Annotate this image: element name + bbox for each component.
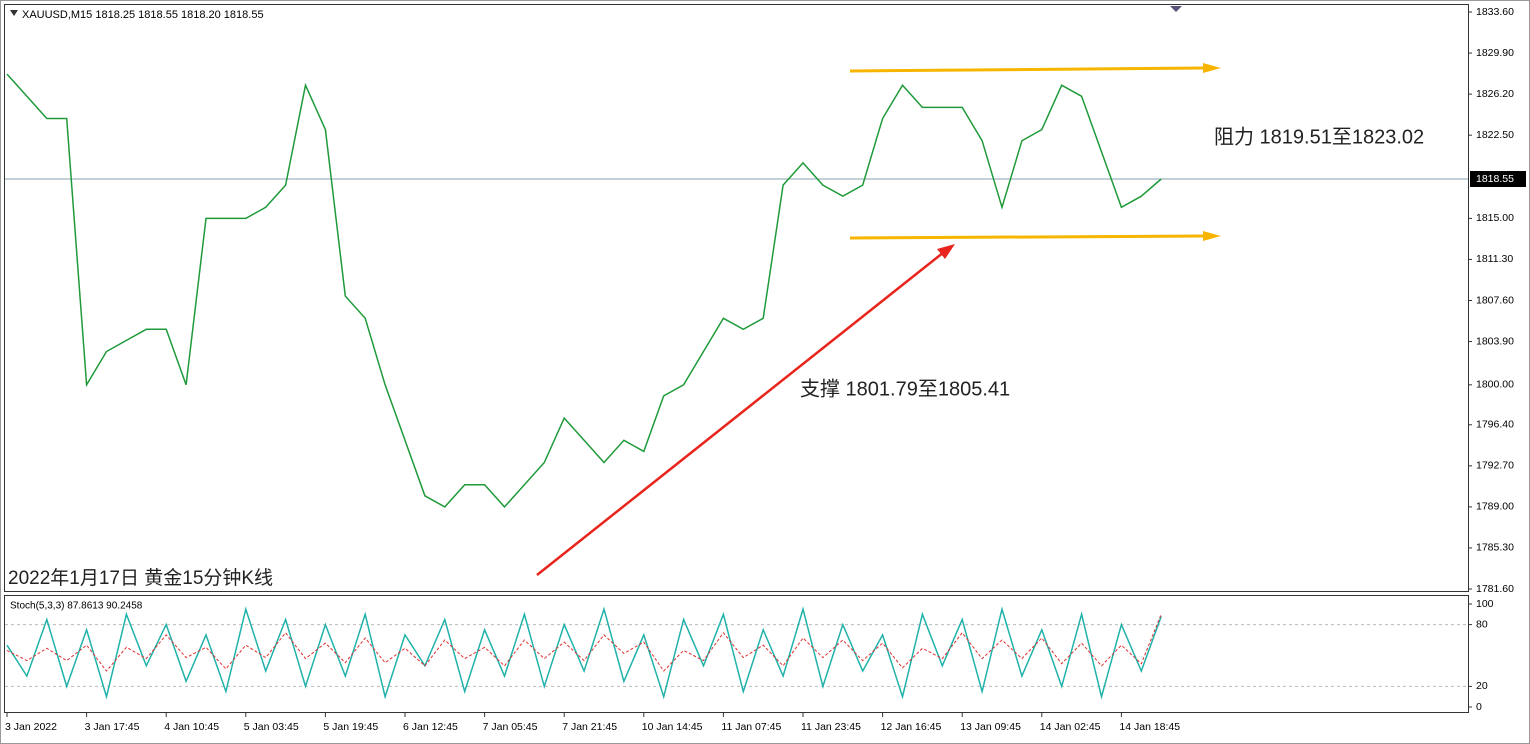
y-tick-label: 1826.20 [1476, 88, 1514, 100]
y-tick-label: 1829.90 [1476, 47, 1514, 59]
stoch-panel [4, 595, 1469, 713]
x-tick-label: 5 Jan 03:45 [244, 721, 299, 733]
menu-marker [10, 10, 18, 16]
y-tick-label: 1792.70 [1476, 460, 1514, 472]
arrow-head [1203, 231, 1221, 241]
y-tick-label: 0 [1476, 701, 1482, 713]
stoch-line [6, 614, 1162, 672]
x-tick-label: 14 Jan 18:45 [1119, 721, 1180, 733]
trend-arrow [536, 244, 955, 576]
shift-marker [1170, 6, 1182, 12]
last-price-label: 1818.55 [1476, 173, 1514, 185]
x-tick-label: 7 Jan 05:45 [483, 721, 538, 733]
resistance-line [849, 66, 1206, 73]
y-tick-label: 1815.00 [1476, 212, 1514, 224]
stoch-title: Stoch(5,3,3) 87.8613 90.2458 [10, 601, 143, 612]
orange-channel [849, 63, 1221, 241]
resistance-note: 阻力 1819.51至1823.02 [1214, 125, 1424, 148]
trend-line [536, 251, 945, 576]
x-tick-label: 12 Jan 16:45 [881, 721, 942, 733]
y-tick-label: 1803.90 [1476, 335, 1514, 347]
y-tick-label: 1811.30 [1476, 253, 1513, 265]
y-tick-label: 1785.30 [1476, 542, 1514, 554]
y-tick-label: 1822.50 [1476, 129, 1514, 141]
y-tick-label: 1789.00 [1476, 501, 1514, 513]
x-tick-label: 6 Jan 12:45 [403, 721, 458, 733]
y-tick-label: 100 [1476, 598, 1494, 610]
x-tick-label: 5 Jan 19:45 [323, 721, 378, 733]
symbol-info: XAUUSD,M15 1818.25 1818.55 1818.20 1818.… [22, 9, 264, 21]
y-tick-label: 1796.40 [1476, 419, 1514, 431]
y-tick-label: 1833.60 [1476, 6, 1514, 18]
x-tick-label: 11 Jan 07:45 [721, 721, 781, 733]
price-panel [4, 4, 1469, 592]
arrow-head [937, 244, 955, 259]
x-tick-label: 4 Jan 10:45 [164, 721, 219, 733]
x-tick-label: 11 Jan 23:45 [801, 721, 861, 733]
arrow-head [1203, 63, 1221, 73]
chart-caption: 2022年1月17日 黄金15分钟K线 [8, 567, 273, 589]
x-tick-label: 13 Jan 09:45 [960, 721, 1021, 733]
x-tick-label: 10 Jan 14:45 [642, 721, 703, 733]
x-tick-label: 3 Jan 17:45 [85, 721, 140, 733]
x-tick-label: 3 Jan 2022 [5, 721, 57, 733]
x-tick-label: 7 Jan 21:45 [562, 721, 617, 733]
y-tick-label: 1800.00 [1476, 379, 1514, 391]
y-tick-label: 20 [1476, 680, 1488, 692]
x-tick-label: 14 Jan 02:45 [1040, 721, 1101, 733]
support-line [849, 234, 1206, 240]
support-note: 支撑 1801.79至1805.41 [800, 377, 1010, 400]
y-tick-label: 1807.60 [1476, 294, 1514, 306]
price-line [6, 73, 1162, 509]
y-tick-label: 1781.60 [1476, 583, 1514, 595]
y-tick-label: 80 [1476, 618, 1488, 630]
last-price-box [1470, 170, 1526, 187]
